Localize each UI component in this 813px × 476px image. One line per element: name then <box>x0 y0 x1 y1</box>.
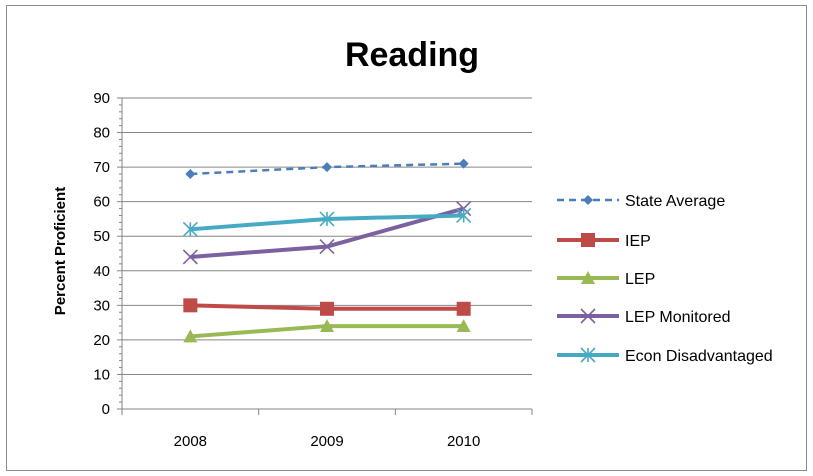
x-tick-label: 2010 <box>447 433 480 450</box>
data-point-marker <box>320 319 334 333</box>
legend-label: LEP Monitored <box>625 309 731 326</box>
legend: State Average IEP LEP LEP Monitored Econ Dis… <box>557 193 773 365</box>
data-point-marker <box>581 271 595 284</box>
y-tick-label: 30 <box>93 297 110 314</box>
data-point-marker <box>456 301 471 316</box>
data-point-marker <box>322 162 332 173</box>
data-point-marker <box>580 308 596 324</box>
legend-item: LEP Monitored <box>557 308 731 326</box>
series-lep-monitored <box>182 201 472 265</box>
data-point-marker <box>319 239 335 255</box>
y-tick-label: 10 <box>93 366 110 383</box>
x-tick-label: 2008 <box>174 433 207 450</box>
marker-stroke <box>319 239 335 255</box>
y-tick-label: 40 <box>93 263 110 280</box>
y-tick-label: 50 <box>93 228 110 245</box>
data-point-marker <box>320 301 334 316</box>
legend-label: Econ Disadvantaged <box>625 348 773 365</box>
legend-item: IEP <box>557 233 651 250</box>
data-point-marker <box>456 207 472 224</box>
data-point-marker <box>183 329 198 343</box>
data-point-marker <box>319 211 335 227</box>
y-tick-label: 60 <box>93 194 110 211</box>
line-chart: Reading Percent Proficient 0 10 20 30 40 50 60… <box>52 36 773 450</box>
legend-label: IEP <box>625 233 651 250</box>
series-iep <box>183 298 471 316</box>
data-point-marker <box>182 221 198 237</box>
y-tick-label: 70 <box>93 159 110 176</box>
data-point-marker <box>456 319 471 333</box>
series-state-average <box>185 158 469 180</box>
y-tick-label: 0 <box>102 401 110 418</box>
data-point-marker <box>581 233 595 247</box>
x-tick-label: 2009 <box>310 433 343 450</box>
data-point-marker <box>182 249 198 265</box>
legend-item: State Average <box>557 193 725 210</box>
chart-title: Reading <box>345 36 479 74</box>
marker-stroke <box>182 249 198 265</box>
data-point-marker <box>583 195 593 205</box>
y-tick-label: 20 <box>93 332 110 349</box>
data-point-marker <box>183 298 198 313</box>
series-lep <box>183 319 471 343</box>
marker-stroke <box>580 308 596 324</box>
series-lines <box>182 158 472 343</box>
y-tick-label: 80 <box>93 125 110 142</box>
legend-item: Econ Disadvantaged <box>557 347 773 365</box>
data-point-marker <box>185 169 196 180</box>
y-tick-label: 90 <box>93 90 110 107</box>
y-axis-title: Percent Proficient <box>52 187 69 315</box>
data-point-marker <box>458 158 469 169</box>
chart-area: Reading Percent Proficient 0 10 20 30 40 50 60… <box>6 5 807 471</box>
axes: 0 10 20 30 40 50 60 70 80 90 2008 2009 2010 <box>93 90 533 450</box>
legend-label: State Average <box>625 193 725 210</box>
legend-item: LEP <box>557 271 655 288</box>
legend-label: LEP <box>625 271 655 288</box>
series-econ-disadvantaged <box>182 207 472 237</box>
data-point-marker <box>580 347 596 363</box>
